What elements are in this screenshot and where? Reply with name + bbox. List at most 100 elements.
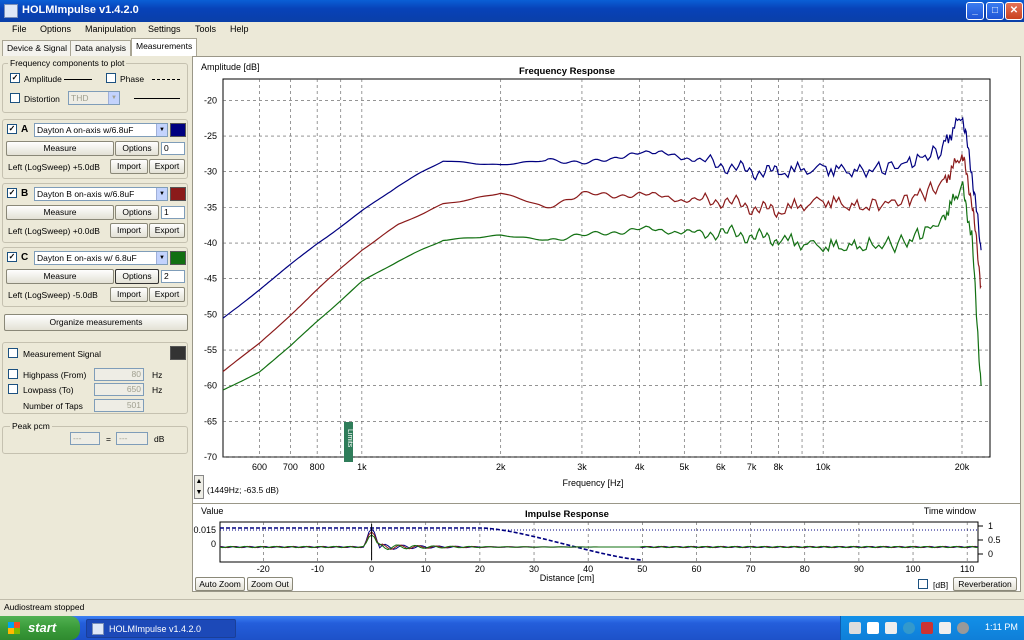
measurement-b-export-button[interactable]: Export [149, 223, 185, 238]
measurement-b-select[interactable]: Dayton B on-axis w/6.8uF ▼ [34, 187, 168, 201]
freq-y-tick-label: -40 [204, 238, 217, 248]
lowpass-checkbox[interactable] [8, 384, 18, 394]
close-button[interactable]: ✕ [1005, 2, 1023, 20]
cursor-step-arrows[interactable]: ▲ ▼ [194, 475, 204, 499]
freq-plot-border [222, 78, 991, 458]
lowpass-input[interactable]: 650 [94, 383, 144, 396]
menu-settings[interactable]: Settings [148, 24, 181, 34]
frequency-response-chart[interactable]: 600 700 800 1k 2k 3k 4k 5k 6k 7k 8k 10k 20k -20 -25 -30… [193, 57, 1020, 497]
taskbar-app-button[interactable]: HOLMImpulse v1.4.2.0 [86, 619, 236, 638]
tray-icon-5[interactable] [921, 622, 933, 634]
highpass-input[interactable]: 80 [94, 368, 144, 381]
measurement-a-options-button[interactable]: Options [115, 141, 159, 156]
measurement-b-info: Left (LogSweep) +0.0dB [8, 226, 100, 236]
impulse-response-chart[interactable]: -20 -10 0 10 20 30 40 50 60 70 80 90 100 110 0.015 0 1 0.… [193, 504, 1020, 592]
tray-icon-3[interactable] [885, 622, 897, 634]
time-window-label: Time window [924, 506, 977, 516]
menu-bar: File Options Manipulation Settings Tools… [0, 22, 1024, 38]
measurement-signal-checkbox[interactable] [8, 348, 18, 358]
impulse-x-tick-label: 100 [906, 564, 921, 574]
impulse-title: Impulse Response [525, 509, 609, 520]
measurement-b-color[interactable] [170, 187, 186, 201]
freq-x-tick-label: 10k [816, 462, 831, 472]
minimize-button[interactable]: _ [966, 2, 984, 20]
signal-color[interactable] [170, 346, 186, 360]
lowpass-unit: Hz [152, 385, 163, 395]
taps-label: Number of Taps [23, 401, 83, 411]
measurement-a-export-button[interactable]: Export [149, 159, 185, 174]
measurement-a-measure-button[interactable]: Measure [6, 141, 114, 156]
organize-measurements-button[interactable]: Organize measurements [4, 314, 188, 331]
left-panel: Frequency components to plot ✓ Amplitude… [2, 56, 190, 596]
auto-zoom-button[interactable]: Auto Zoom [195, 577, 245, 591]
measurement-b-import-button[interactable]: Import [110, 223, 148, 238]
freq-x-tick-label: 20k [955, 462, 970, 472]
measurement-a-import-button[interactable]: Import [110, 159, 148, 174]
tab-data-analysis[interactable]: Data analysis [70, 40, 132, 56]
freq-x-tick-label: 5k [680, 462, 690, 472]
measurement-c-export-button[interactable]: Export [149, 287, 185, 302]
measurement-a-select[interactable]: Dayton A on-axis w/6.8uF ▼ [34, 123, 168, 137]
measurement-c-checkbox[interactable]: ✓ [7, 252, 17, 262]
tab-device-signal[interactable]: Device & Signal [2, 40, 73, 56]
distortion-line-sample [134, 98, 180, 99]
freq-components-title: Frequency components to plot [8, 58, 127, 68]
db-label: [dB] [933, 580, 949, 590]
measurement-b-checkbox[interactable]: ✓ [7, 188, 17, 198]
app-taskbar-icon [92, 623, 104, 635]
phase-line-sample [152, 79, 180, 80]
impulse-x-tick-label: 0 [369, 564, 374, 574]
menu-file[interactable]: File [12, 24, 27, 34]
measurement-c-index[interactable]: 2 [161, 270, 185, 283]
measurement-c-measure-button[interactable]: Measure [6, 269, 114, 284]
reverberation-button[interactable]: Reverberation [953, 577, 1017, 591]
measurement-c-color[interactable] [170, 251, 186, 265]
highpass-label: Highpass (From) [23, 370, 87, 380]
amplitude-checkbox[interactable]: ✓ [10, 73, 20, 83]
limits-marker-label: Limits [346, 429, 353, 448]
freq-x-tick-label: 2k [496, 462, 506, 472]
impulse-x-tick-label: 80 [800, 564, 810, 574]
tray-icon-2[interactable] [867, 622, 879, 634]
measurement-a-checkbox[interactable]: ✓ [7, 124, 17, 134]
measurement-a-color[interactable] [170, 123, 186, 137]
phase-checkbox[interactable] [106, 73, 116, 83]
time-window-curve [220, 527, 643, 561]
menu-tools[interactable]: Tools [195, 24, 217, 34]
limits-marker[interactable] [344, 422, 353, 462]
distortion-checkbox[interactable] [10, 93, 20, 103]
menu-options[interactable]: Options [40, 24, 72, 34]
impulse-x-tick-label: 50 [637, 564, 647, 574]
freq-series-b [222, 154, 982, 372]
measurement-b-index[interactable]: 1 [161, 206, 185, 219]
measurement-c-import-button[interactable]: Import [110, 287, 148, 302]
measurement-b-options-button[interactable]: Options [115, 205, 159, 220]
tray-icon-1[interactable] [849, 622, 861, 634]
menu-help[interactable]: Help [230, 24, 249, 34]
distortion-select[interactable]: THD ▼ [68, 91, 120, 105]
measurement-c-options-button[interactable]: Options [115, 269, 159, 284]
db-checkbox[interactable] [918, 579, 928, 589]
freq-x-tick-label: 4k [635, 462, 645, 472]
network-icon[interactable] [957, 622, 969, 634]
start-button[interactable]: start [0, 616, 80, 640]
tab-measurements[interactable]: Measurements [131, 38, 198, 56]
measurement-b-measure-button[interactable]: Measure [6, 205, 114, 220]
impulse-plot-border [219, 521, 979, 563]
measurement-b-letter: B [21, 188, 29, 199]
freq-x-tick-label: 600 [252, 462, 267, 472]
tray-icon-4[interactable] [903, 622, 915, 634]
highpass-checkbox[interactable] [8, 369, 18, 379]
impulse-x-tick-label: -20 [257, 564, 270, 574]
menu-manipulation[interactable]: Manipulation [85, 24, 137, 34]
zoom-out-button[interactable]: Zoom Out [247, 577, 293, 591]
taps-input[interactable]: 501 [94, 399, 144, 412]
impulse-y-tick-label: 0 [211, 539, 216, 549]
maximize-button[interactable]: □ [986, 2, 1004, 20]
volume-icon[interactable] [939, 622, 951, 634]
impulse-y-tick-label: 0.015 [193, 525, 216, 535]
measurement-c-select[interactable]: Dayton E on-axis w/ 6.8uF ▼ [34, 251, 168, 265]
status-text: Audiostream stopped [4, 602, 85, 612]
measurement-a-index[interactable]: 0 [161, 142, 185, 155]
freq-y-tick-label: -30 [204, 167, 217, 177]
